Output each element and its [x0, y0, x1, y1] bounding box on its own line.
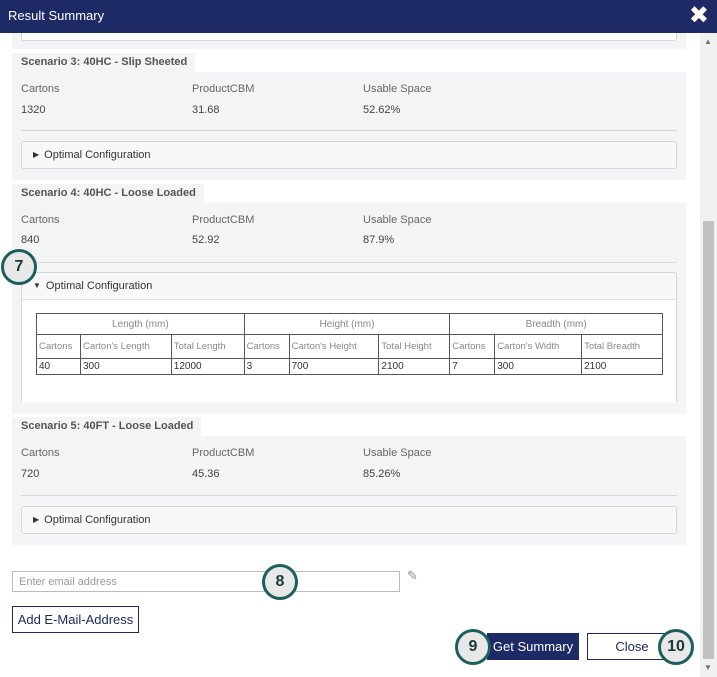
product-cbm-value: 45.36 [192, 468, 220, 480]
callout-badge: 7 [1, 249, 37, 285]
table-cell: 2100 [581, 358, 663, 375]
optimal-configuration-panel[interactable]: ▼ Optimal Configuration Length (mm) Heigh… [21, 272, 677, 403]
product-cbm-value: 52.92 [192, 234, 220, 246]
email-input[interactable] [12, 571, 400, 592]
column-header: Carton's Height [288, 334, 380, 359]
scenario-4-title: Scenario 4: 40HC - Loose Loaded [12, 184, 204, 203]
height-group-header: Height (mm) [243, 313, 451, 335]
optimal-configuration-label: Optimal Configuration [44, 149, 151, 161]
table-cell: 12000 [170, 358, 245, 375]
scenario-3-card: Cartons ProductCBM Usable Space 1320 31.… [12, 72, 686, 180]
usable-space-label: Usable Space [363, 83, 432, 95]
optimal-configuration-toggle[interactable]: ▶ Optimal Configuration [21, 506, 677, 534]
scenario-5-card: Cartons ProductCBM Usable Space 720 45.3… [12, 436, 686, 545]
table-cell: 40 [36, 358, 81, 375]
dialog-title: Result Summary [8, 8, 105, 23]
get-summary-button[interactable]: Get Summary [487, 633, 579, 660]
vertical-scrollbar[interactable]: ▲ ▼ [700, 33, 717, 677]
product-cbm-label: ProductCBM [192, 214, 255, 226]
divider [21, 130, 677, 131]
table-cell: 2100 [378, 358, 451, 375]
optimal-configuration-body: Length (mm) Height (mm) Breadth (mm) Car… [22, 299, 676, 403]
column-header: Carton's Width [494, 334, 583, 359]
cartons-label: Cartons [21, 447, 60, 459]
previous-scenario-tail [12, 33, 686, 49]
cartons-value: 840 [21, 234, 40, 246]
cartons-label: Cartons [21, 83, 60, 95]
optimal-configuration-label: Optimal Configuration [44, 514, 151, 526]
usable-space-value: 85.26% [363, 468, 401, 480]
column-header: Carton's Length [79, 334, 172, 359]
column-header: Cartons [243, 334, 290, 359]
optimal-configuration-toggle[interactable]: ▼ Optimal Configuration [22, 273, 676, 299]
product-cbm-value: 31.68 [192, 104, 220, 116]
table-cell: 3 [243, 358, 290, 375]
table-row: 40 300 12000 3 700 2100 7 300 2100 [36, 358, 663, 375]
triangle-down-icon: ▼ [33, 281, 41, 290]
callout-badge: 8 [262, 564, 298, 600]
product-cbm-label: ProductCBM [192, 447, 255, 459]
column-header: Total Length [170, 334, 245, 359]
table-cell: 7 [449, 358, 496, 375]
length-group-header: Length (mm) [36, 313, 245, 335]
scroll-down-icon[interactable]: ▼ [704, 663, 712, 672]
scenario-4-card: Cartons ProductCBM Usable Space 840 52.9… [12, 203, 686, 414]
column-header: Cartons [36, 334, 81, 359]
triangle-right-icon: ▶ [33, 515, 40, 524]
cartons-value: 720 [21, 468, 40, 480]
product-cbm-label: ProductCBM [192, 83, 255, 95]
usable-space-label: Usable Space [363, 447, 432, 459]
usable-space-value: 52.62% [363, 104, 401, 116]
column-header: Total Breadth [581, 334, 663, 359]
cartons-value: 1320 [21, 104, 46, 116]
dialog-titlebar: Result Summary ✖ [0, 0, 717, 33]
dialog-content[interactable]: Scenario 3: 40HC - Slip Sheeted Cartons … [0, 33, 700, 677]
scenario-5-title: Scenario 5: 40FT - Loose Loaded [12, 417, 202, 436]
table-cell: 300 [494, 358, 583, 375]
table-cell: 700 [288, 358, 380, 375]
close-icon[interactable]: ✖ [688, 2, 709, 29]
divider [21, 495, 677, 496]
scrollbar-thumb[interactable] [703, 221, 714, 659]
usable-space-label: Usable Space [363, 214, 432, 226]
add-email-button[interactable]: Add E-Mail-Address [12, 606, 139, 633]
configuration-table: Length (mm) Height (mm) Breadth (mm) Car… [36, 313, 663, 375]
scenario-3-title: Scenario 3: 40HC - Slip Sheeted [12, 53, 196, 72]
column-header: Cartons [449, 334, 496, 359]
previous-optimal-panel-tail [21, 33, 677, 41]
breadth-group-header: Breadth (mm) [449, 313, 663, 335]
optimal-configuration-toggle[interactable]: ▶ Optimal Configuration [21, 141, 677, 169]
column-header: Total Height [378, 334, 451, 359]
triangle-right-icon: ▶ [33, 150, 40, 159]
scroll-up-icon[interactable]: ▲ [704, 37, 712, 46]
callout-badge: 9 [455, 629, 491, 665]
table-cell: 300 [79, 358, 172, 375]
usable-space-value: 87.9% [363, 234, 395, 246]
divider [21, 262, 677, 263]
pencil-icon[interactable]: ✎ [407, 568, 418, 583]
cartons-label: Cartons [21, 214, 60, 226]
callout-badge: 10 [658, 629, 694, 665]
optimal-configuration-label: Optimal Configuration [45, 280, 153, 292]
